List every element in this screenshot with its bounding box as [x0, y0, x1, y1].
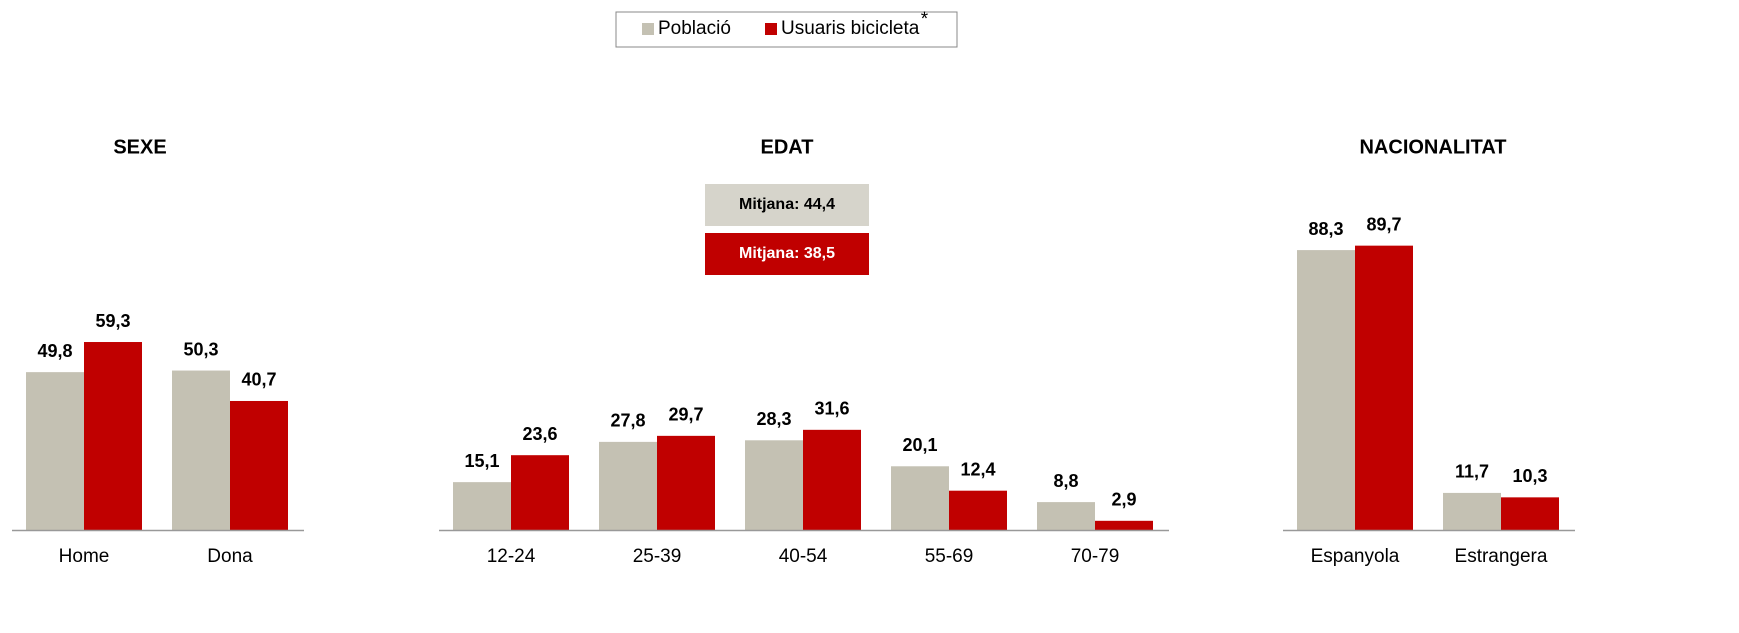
x-tick-label: 25-39	[633, 546, 682, 567]
legend-swatch	[765, 23, 777, 35]
bar	[1095, 520, 1153, 530]
value-label: 28,3	[756, 409, 791, 429]
value-label: 2,9	[1111, 490, 1136, 510]
bar	[84, 342, 142, 530]
chart-title: NACIONALITAT	[1359, 136, 1506, 158]
value-label: 15,1	[464, 451, 499, 471]
value-label: 23,6	[522, 424, 557, 444]
x-tick-label: Dona	[207, 546, 253, 567]
value-label: 59,3	[95, 311, 130, 331]
bar	[657, 435, 715, 530]
chart-title: SEXE	[113, 136, 166, 158]
bar	[745, 440, 803, 530]
chart-title: EDAT	[761, 136, 814, 158]
bar	[599, 441, 657, 530]
value-label: 27,8	[610, 411, 645, 431]
bar	[1443, 492, 1501, 530]
value-label: 89,7	[1366, 214, 1401, 234]
value-label: 12,4	[960, 459, 995, 479]
value-label: 50,3	[183, 339, 218, 359]
annotation-box	[705, 184, 869, 226]
value-label: 20,1	[902, 435, 937, 455]
legend-note: *	[921, 9, 929, 30]
value-label: 88,3	[1308, 219, 1343, 239]
value-label: 49,8	[37, 341, 72, 361]
value-label: 29,7	[668, 405, 703, 425]
value-label: 10,3	[1512, 466, 1547, 486]
x-tick-label: 70-79	[1071, 546, 1120, 567]
x-tick-label: 40-54	[779, 546, 828, 567]
legend-label: Usuaris bicicleta	[781, 18, 920, 39]
annotation-box	[705, 233, 869, 275]
x-tick-label: Estrangera	[1455, 546, 1548, 567]
x-tick-label: 55-69	[925, 546, 974, 567]
bar	[1037, 502, 1095, 530]
value-label: 40,7	[241, 370, 276, 390]
annotation: Mitjana: 44,4	[739, 196, 835, 213]
value-label: 8,8	[1053, 471, 1078, 491]
annotation: Mitjana: 38,5	[739, 245, 835, 262]
bar	[891, 466, 949, 530]
bar	[1297, 250, 1355, 531]
value-label: 11,7	[1455, 462, 1489, 482]
bar	[511, 455, 569, 530]
bar	[1355, 245, 1413, 530]
bar	[230, 400, 288, 530]
legend-swatch	[642, 23, 654, 35]
x-tick-label: Home	[59, 546, 110, 567]
legend-label: Població	[658, 18, 731, 39]
bar	[949, 490, 1007, 530]
legend-box	[615, 11, 958, 48]
bar	[453, 482, 511, 530]
x-tick-label: Espanyola	[1311, 546, 1400, 567]
value-label: 31,6	[814, 399, 849, 419]
x-tick-label: 12-24	[487, 546, 536, 567]
bar	[26, 372, 84, 530]
bar	[803, 429, 861, 530]
bar	[172, 370, 230, 530]
bar	[1501, 497, 1559, 530]
